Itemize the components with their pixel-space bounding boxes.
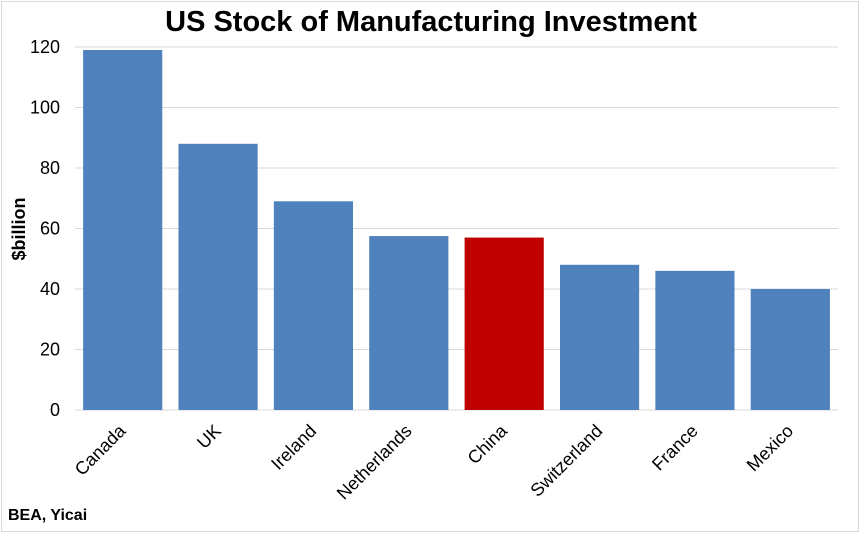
source-note: BEA, Yicai bbox=[8, 507, 88, 524]
x-tick-label: Netherlands bbox=[333, 421, 416, 504]
y-tick-label: 0 bbox=[50, 400, 60, 420]
x-tick-label: Mexico bbox=[743, 421, 797, 475]
x-tick-labels: Canada UK Ireland Netherlands China Switzerla… bbox=[71, 420, 797, 503]
y-tick-label: 120 bbox=[30, 37, 60, 57]
bar-canada bbox=[83, 50, 163, 411]
x-tick-label: Ireland bbox=[267, 421, 320, 474]
x-tick-label: UK bbox=[193, 421, 225, 453]
bar-mexico bbox=[750, 289, 830, 410]
x-tick-label: China bbox=[464, 420, 512, 468]
y-tick-label: 60 bbox=[40, 219, 60, 239]
x-tick-label: Switzerland bbox=[526, 421, 606, 501]
y-tick-label: 20 bbox=[40, 340, 60, 360]
chart-title: US Stock of Manufacturing Investment bbox=[165, 6, 697, 38]
y-tick-labels: 0 20 40 60 80 100 120 bbox=[30, 37, 60, 420]
bars bbox=[83, 50, 830, 411]
bar-ireland bbox=[273, 201, 354, 410]
x-tick-label: France bbox=[648, 421, 702, 475]
bar-china bbox=[464, 237, 544, 410]
y-axis-label: $billion bbox=[9, 198, 29, 261]
y-tick-label: 100 bbox=[30, 98, 60, 118]
bar-france bbox=[655, 270, 735, 410]
y-tick-label: 40 bbox=[40, 279, 60, 299]
y-tick-label: 80 bbox=[40, 158, 60, 178]
bar-switzerland bbox=[559, 264, 640, 410]
bar-uk bbox=[178, 143, 258, 411]
x-tick-label: Canada bbox=[71, 420, 130, 479]
bar-netherlands bbox=[369, 236, 449, 410]
